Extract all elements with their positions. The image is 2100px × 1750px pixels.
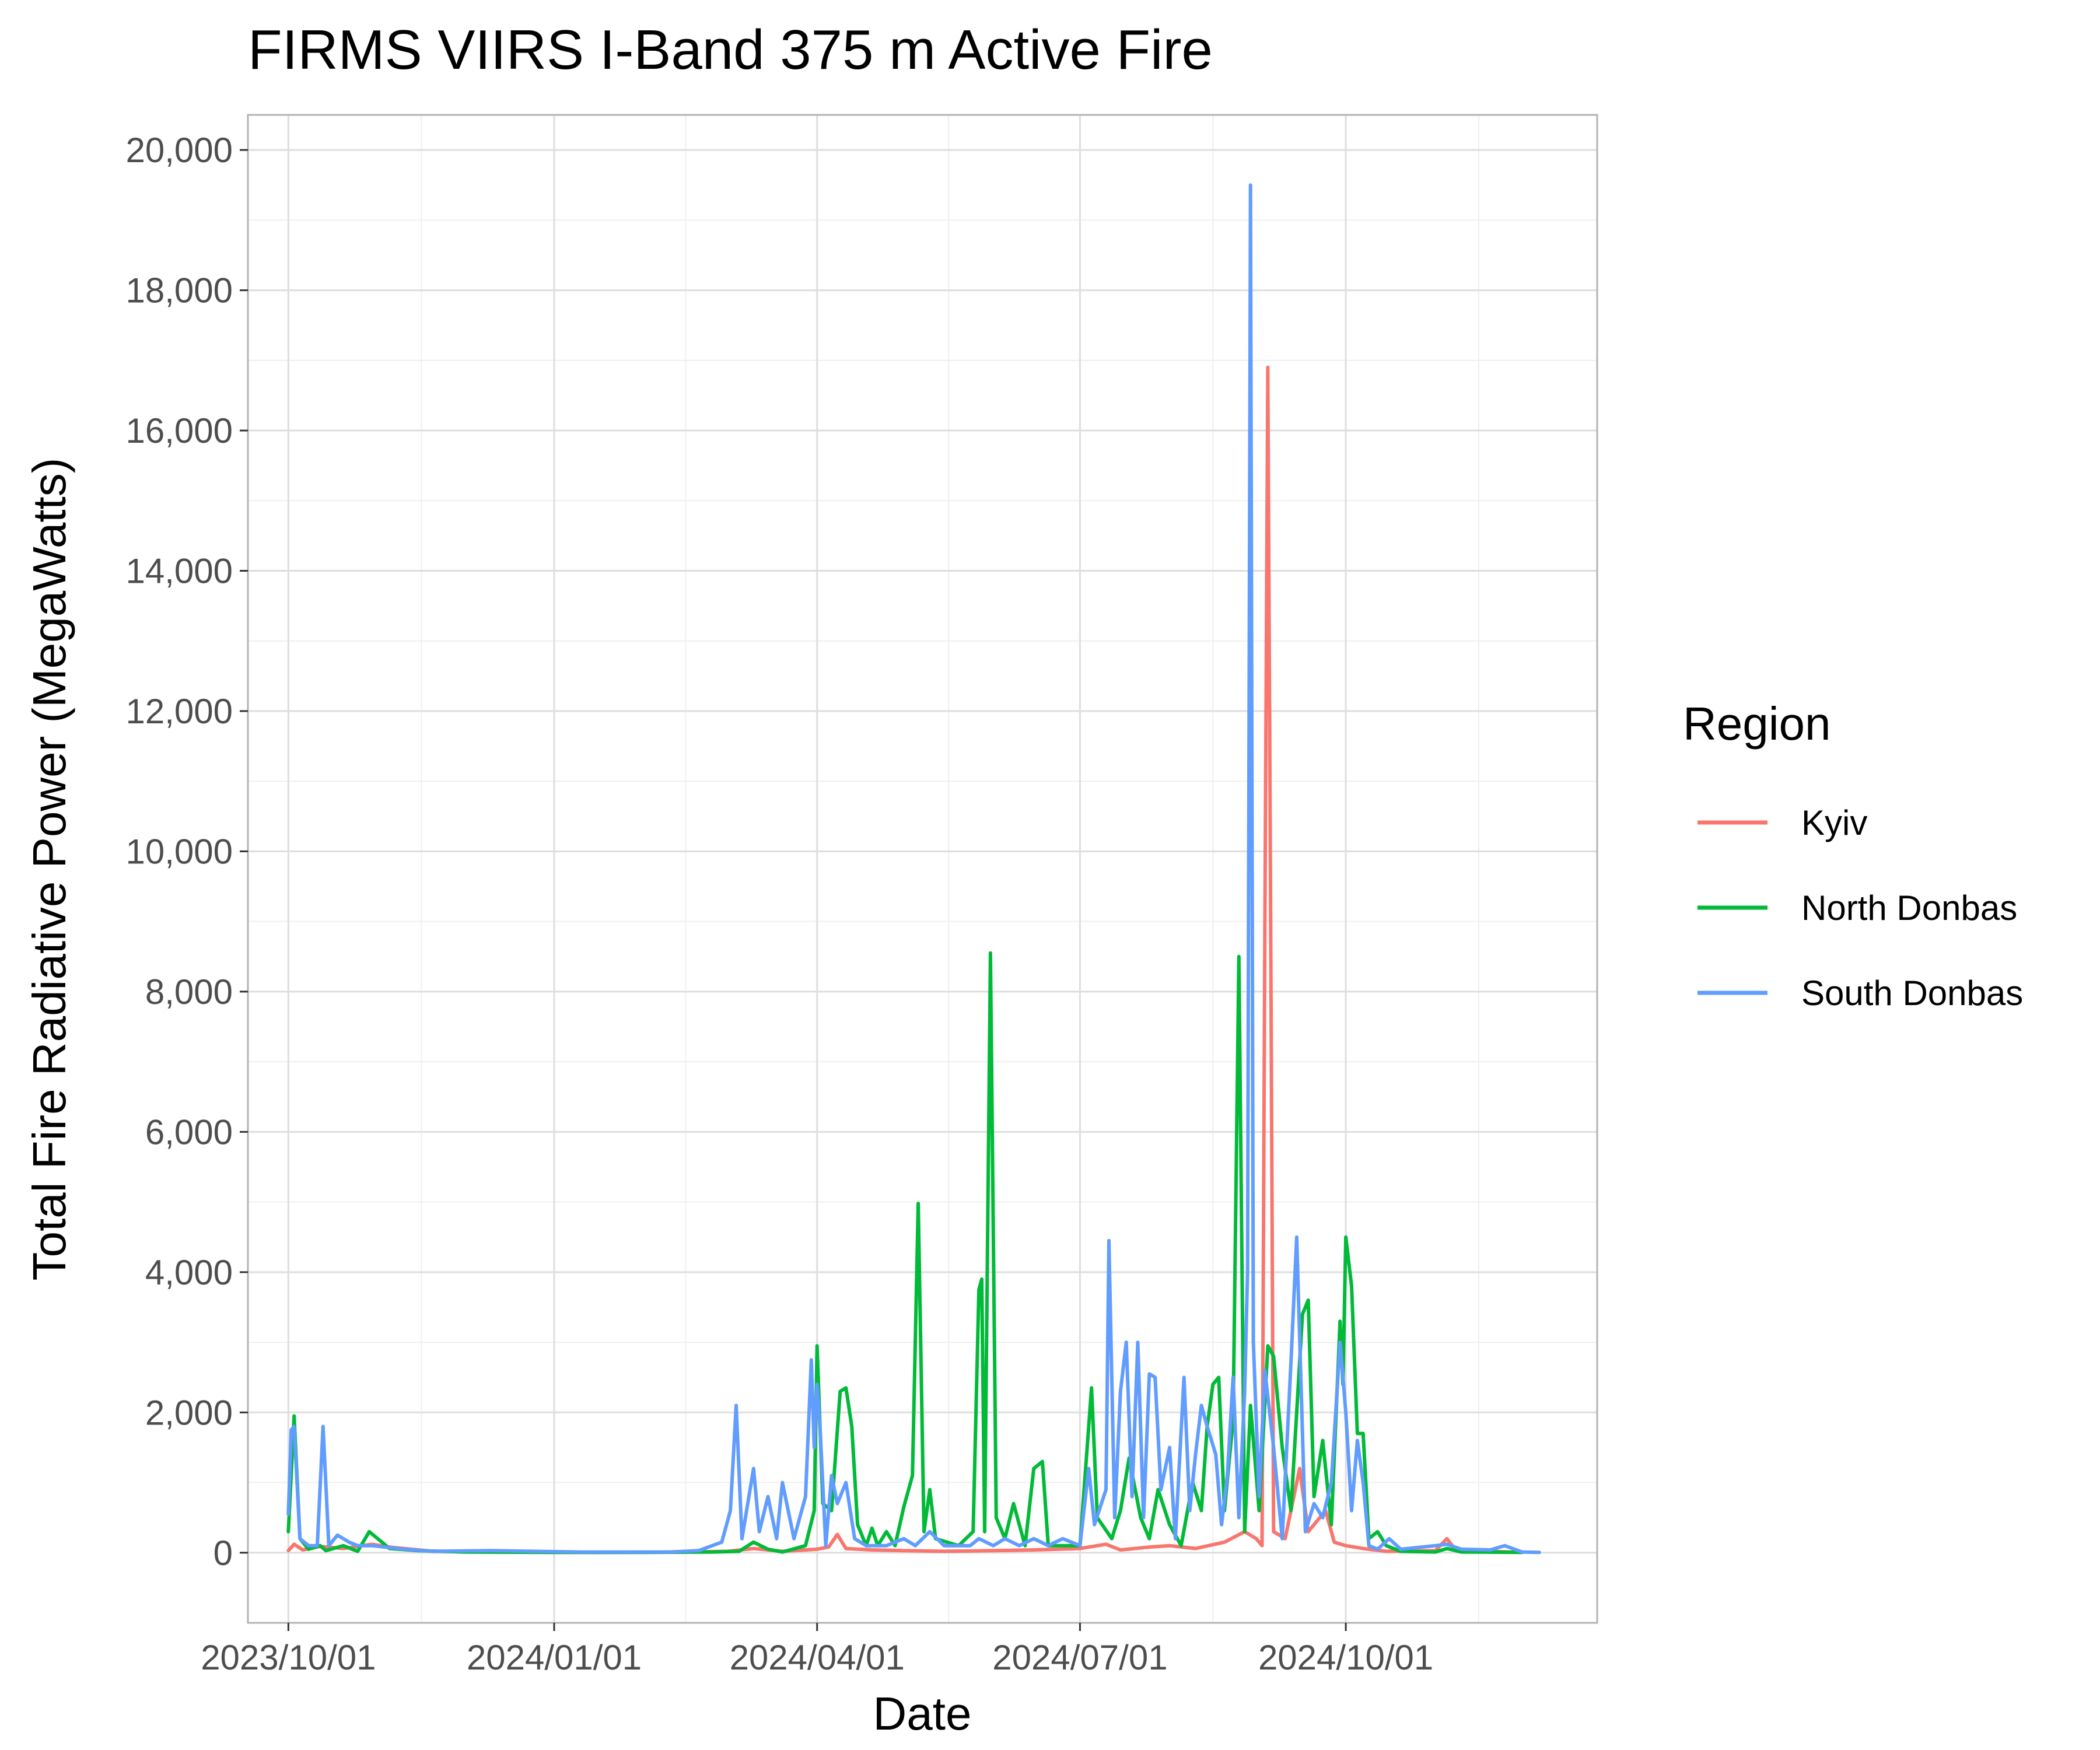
- legend-label: North Donbas: [1801, 888, 2017, 928]
- series-line-north-donbas: [286, 951, 1524, 1555]
- x-tick-label: 2024/04/01: [730, 1638, 905, 1677]
- legend-item: North Donbas: [1698, 888, 2017, 928]
- x-axis-ticks: 2023/10/01 2024/01/01 2024/04/01 2024/07/01…: [201, 1623, 1433, 1677]
- series-line-south-donbas: [286, 183, 1541, 1555]
- x-tick-label: 2024/10/01: [1258, 1638, 1433, 1677]
- plot-panel-border: [247, 114, 1598, 1624]
- y-tick-label: 10,000: [125, 832, 233, 871]
- legend-label: South Donbas: [1801, 974, 2023, 1013]
- legend-items: Kyiv North Donbas South Donbas: [1698, 803, 2023, 1013]
- chart-title: FIRMS VIIRS I-Band 375 m Active Fire: [248, 19, 1213, 81]
- x-tick-label: 2023/10/01: [201, 1638, 376, 1677]
- y-tick-label: 8,000: [145, 972, 233, 1012]
- x-axis-title: Date: [873, 1688, 972, 1740]
- y-tick-label: 16,000: [125, 411, 233, 450]
- legend-item: Kyiv: [1698, 803, 1867, 842]
- y-tick-label: 0: [214, 1534, 233, 1573]
- legend: Region Kyiv North Donbas South Donbas: [1683, 698, 2023, 1013]
- legend-item: South Donbas: [1698, 974, 2023, 1013]
- y-tick-label: 6,000: [145, 1112, 233, 1152]
- y-tick-label: 14,000: [125, 552, 233, 591]
- y-tick-label: 12,000: [125, 692, 233, 731]
- x-tick-label: 2024/07/01: [992, 1638, 1167, 1677]
- y-tick-label: 18,000: [125, 271, 233, 310]
- legend-title: Region: [1683, 698, 1831, 750]
- y-tick-label: 2,000: [145, 1393, 233, 1432]
- series-lines: [286, 183, 1541, 1555]
- y-tick-label: 20,000: [125, 131, 233, 170]
- y-tick-label: 4,000: [145, 1253, 233, 1292]
- y-axis-ticks: 0 2,000 4,000 6,000 8,000 10,000 12,000 14,000 1…: [125, 131, 248, 1573]
- y-axis-title: Total Fire Radiative Power (MegaWatts): [23, 458, 75, 1281]
- legend-label: Kyiv: [1801, 803, 1867, 842]
- x-tick-label: 2024/01/01: [467, 1638, 642, 1677]
- plot-area: [247, 114, 1598, 1624]
